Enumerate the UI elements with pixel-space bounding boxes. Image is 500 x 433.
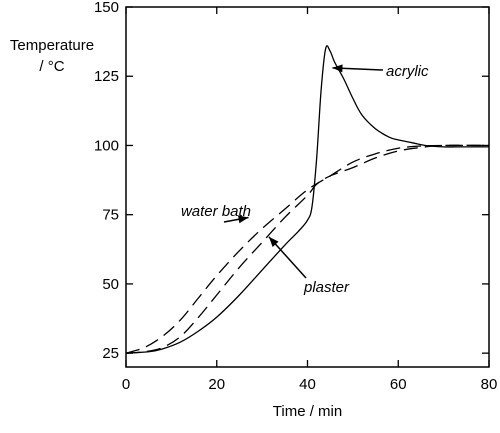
x-tick-label: 0: [122, 376, 130, 393]
y-tick-label: 50: [102, 276, 119, 293]
annotations-layer: acrylic water bath plaster: [181, 63, 429, 296]
x-tick-label: 60: [390, 376, 407, 393]
y-tick-label: 150: [94, 0, 119, 16]
y-axis-label-line-1: Temperature: [10, 37, 94, 54]
x-tick-label: 20: [208, 376, 225, 393]
annotation-arrowhead-plaster: [268, 236, 279, 247]
annotation-arrowhead-acrylic: [332, 64, 343, 73]
y-tick-label: 75: [102, 207, 119, 224]
series-layer: [125, 45, 490, 354]
y-tick-label: 100: [94, 137, 119, 154]
x-tick-label: 80: [481, 376, 498, 393]
series-line-plaster: [125, 144, 490, 354]
ticks-layer: 0 20 40 60 80 25 50 75 100 125 150: [94, 0, 497, 393]
series-line-water-bath: [125, 144, 490, 354]
y-tick-label: 25: [102, 345, 119, 362]
x-axis-label: Time / min: [273, 403, 342, 420]
annotation-arrowhead-water-bath: [237, 215, 249, 224]
annotation-label-water-bath: water bath: [181, 203, 251, 220]
x-tick-label: 40: [299, 376, 316, 393]
y-axis-label-line-2: / °C: [39, 58, 64, 75]
series-line-acrylic: [125, 45, 489, 354]
y-tick-label: 125: [94, 68, 119, 85]
plot-frame: [125, 6, 490, 368]
annotation-label-acrylic: acrylic: [386, 63, 429, 80]
annotation-label-plaster: plaster: [303, 279, 350, 296]
